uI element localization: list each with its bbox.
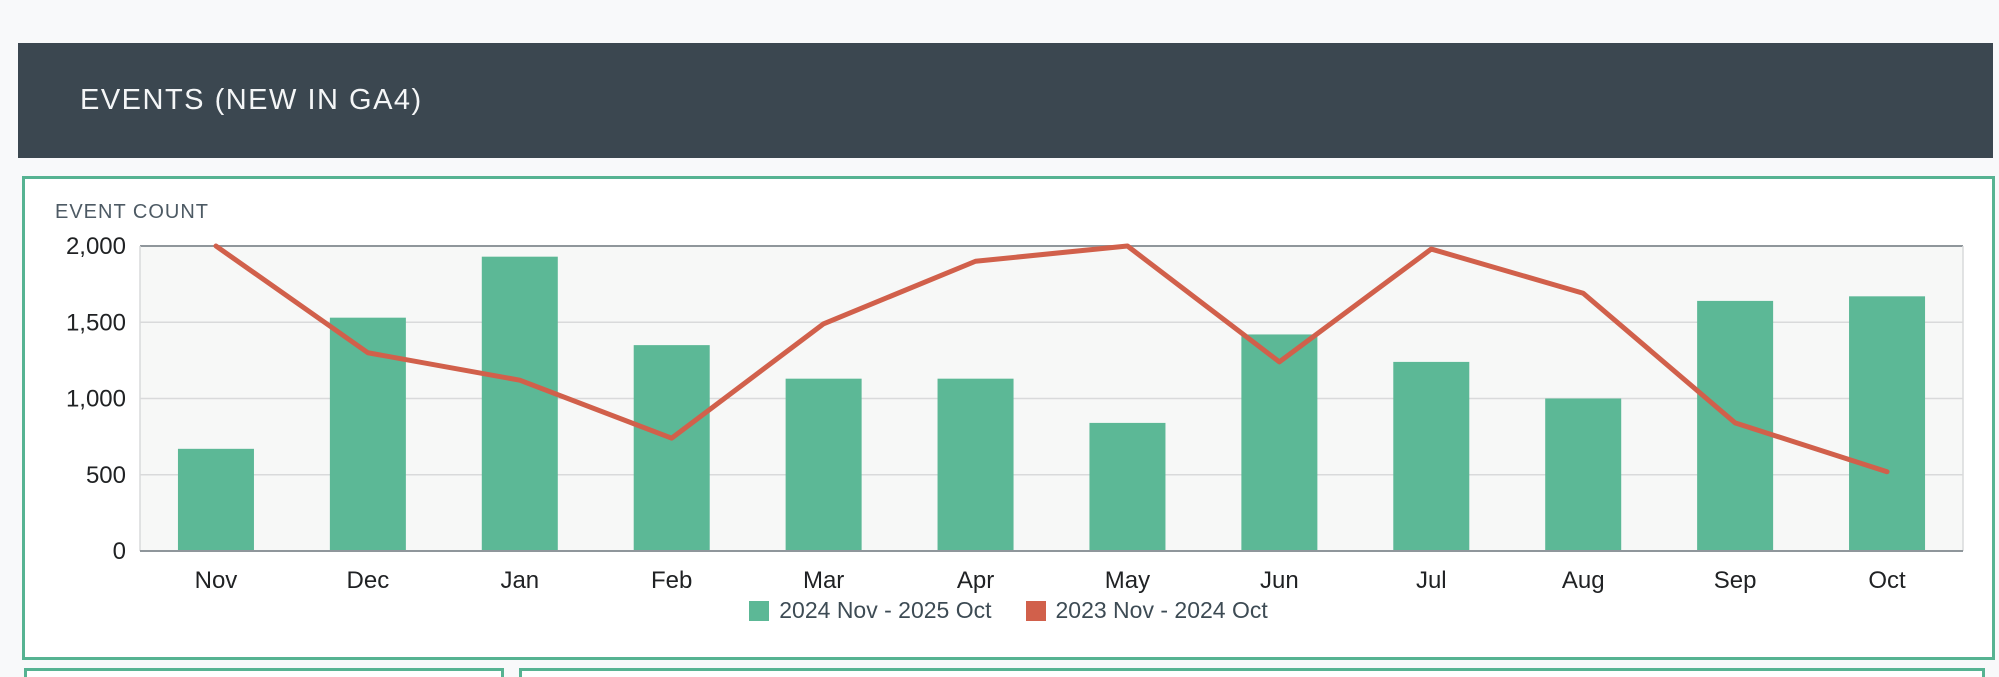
panel-title: EVENTS (NEW IN GA4) <box>80 84 423 116</box>
svg-text:1,000: 1,000 <box>66 386 126 413</box>
svg-text:Apr: Apr <box>957 567 994 594</box>
event-count-chart-card: EVENT COUNT 0 500 1,000 1,500 2,000 Nov Dec Jan… <box>22 176 1995 660</box>
svg-text:May: May <box>1105 567 1150 594</box>
chart-title: EVENT COUNT <box>55 201 209 223</box>
legend-label-current-period: 2024 Nov - 2025 Oct <box>779 597 992 623</box>
bottom-left-card-partial <box>24 668 504 677</box>
legend-item-current-period[interactable]: 2024 Nov - 2025 Oct <box>749 597 992 624</box>
legend-swatch-previous-period <box>1025 600 1046 621</box>
legend-label-previous-period: 2023 Nov - 2024 Oct <box>1055 597 1268 623</box>
svg-text:Jun: Jun <box>1260 567 1299 594</box>
legend-swatch-current-period <box>749 600 770 621</box>
bottom-right-card-partial <box>519 668 1985 677</box>
chart-legend: 2024 Nov - 2025 Oct 2023 Nov - 2024 Oct <box>25 597 1992 624</box>
events-panel-header: EVENTS (NEW IN GA4) <box>18 43 1993 158</box>
svg-text:0: 0 <box>113 538 126 565</box>
svg-text:1,500: 1,500 <box>66 309 126 336</box>
svg-text:2,000: 2,000 <box>66 234 126 260</box>
svg-text:500: 500 <box>86 462 126 489</box>
svg-text:Sep: Sep <box>1714 567 1757 594</box>
svg-text:Dec: Dec <box>347 567 390 594</box>
event-count-combo-chart[interactable]: 0 500 1,000 1,500 2,000 Nov Dec Jan Feb Mar Apr May… <box>25 234 1992 594</box>
svg-text:Jul: Jul <box>1416 567 1447 594</box>
svg-text:Feb: Feb <box>651 567 692 594</box>
svg-text:Oct: Oct <box>1868 567 1906 594</box>
svg-text:Aug: Aug <box>1562 567 1605 594</box>
svg-text:Mar: Mar <box>803 567 844 594</box>
legend-item-previous-period[interactable]: 2023 Nov - 2024 Oct <box>1025 597 1268 624</box>
svg-text:Nov: Nov <box>195 567 238 594</box>
svg-text:Jan: Jan <box>500 567 539 594</box>
